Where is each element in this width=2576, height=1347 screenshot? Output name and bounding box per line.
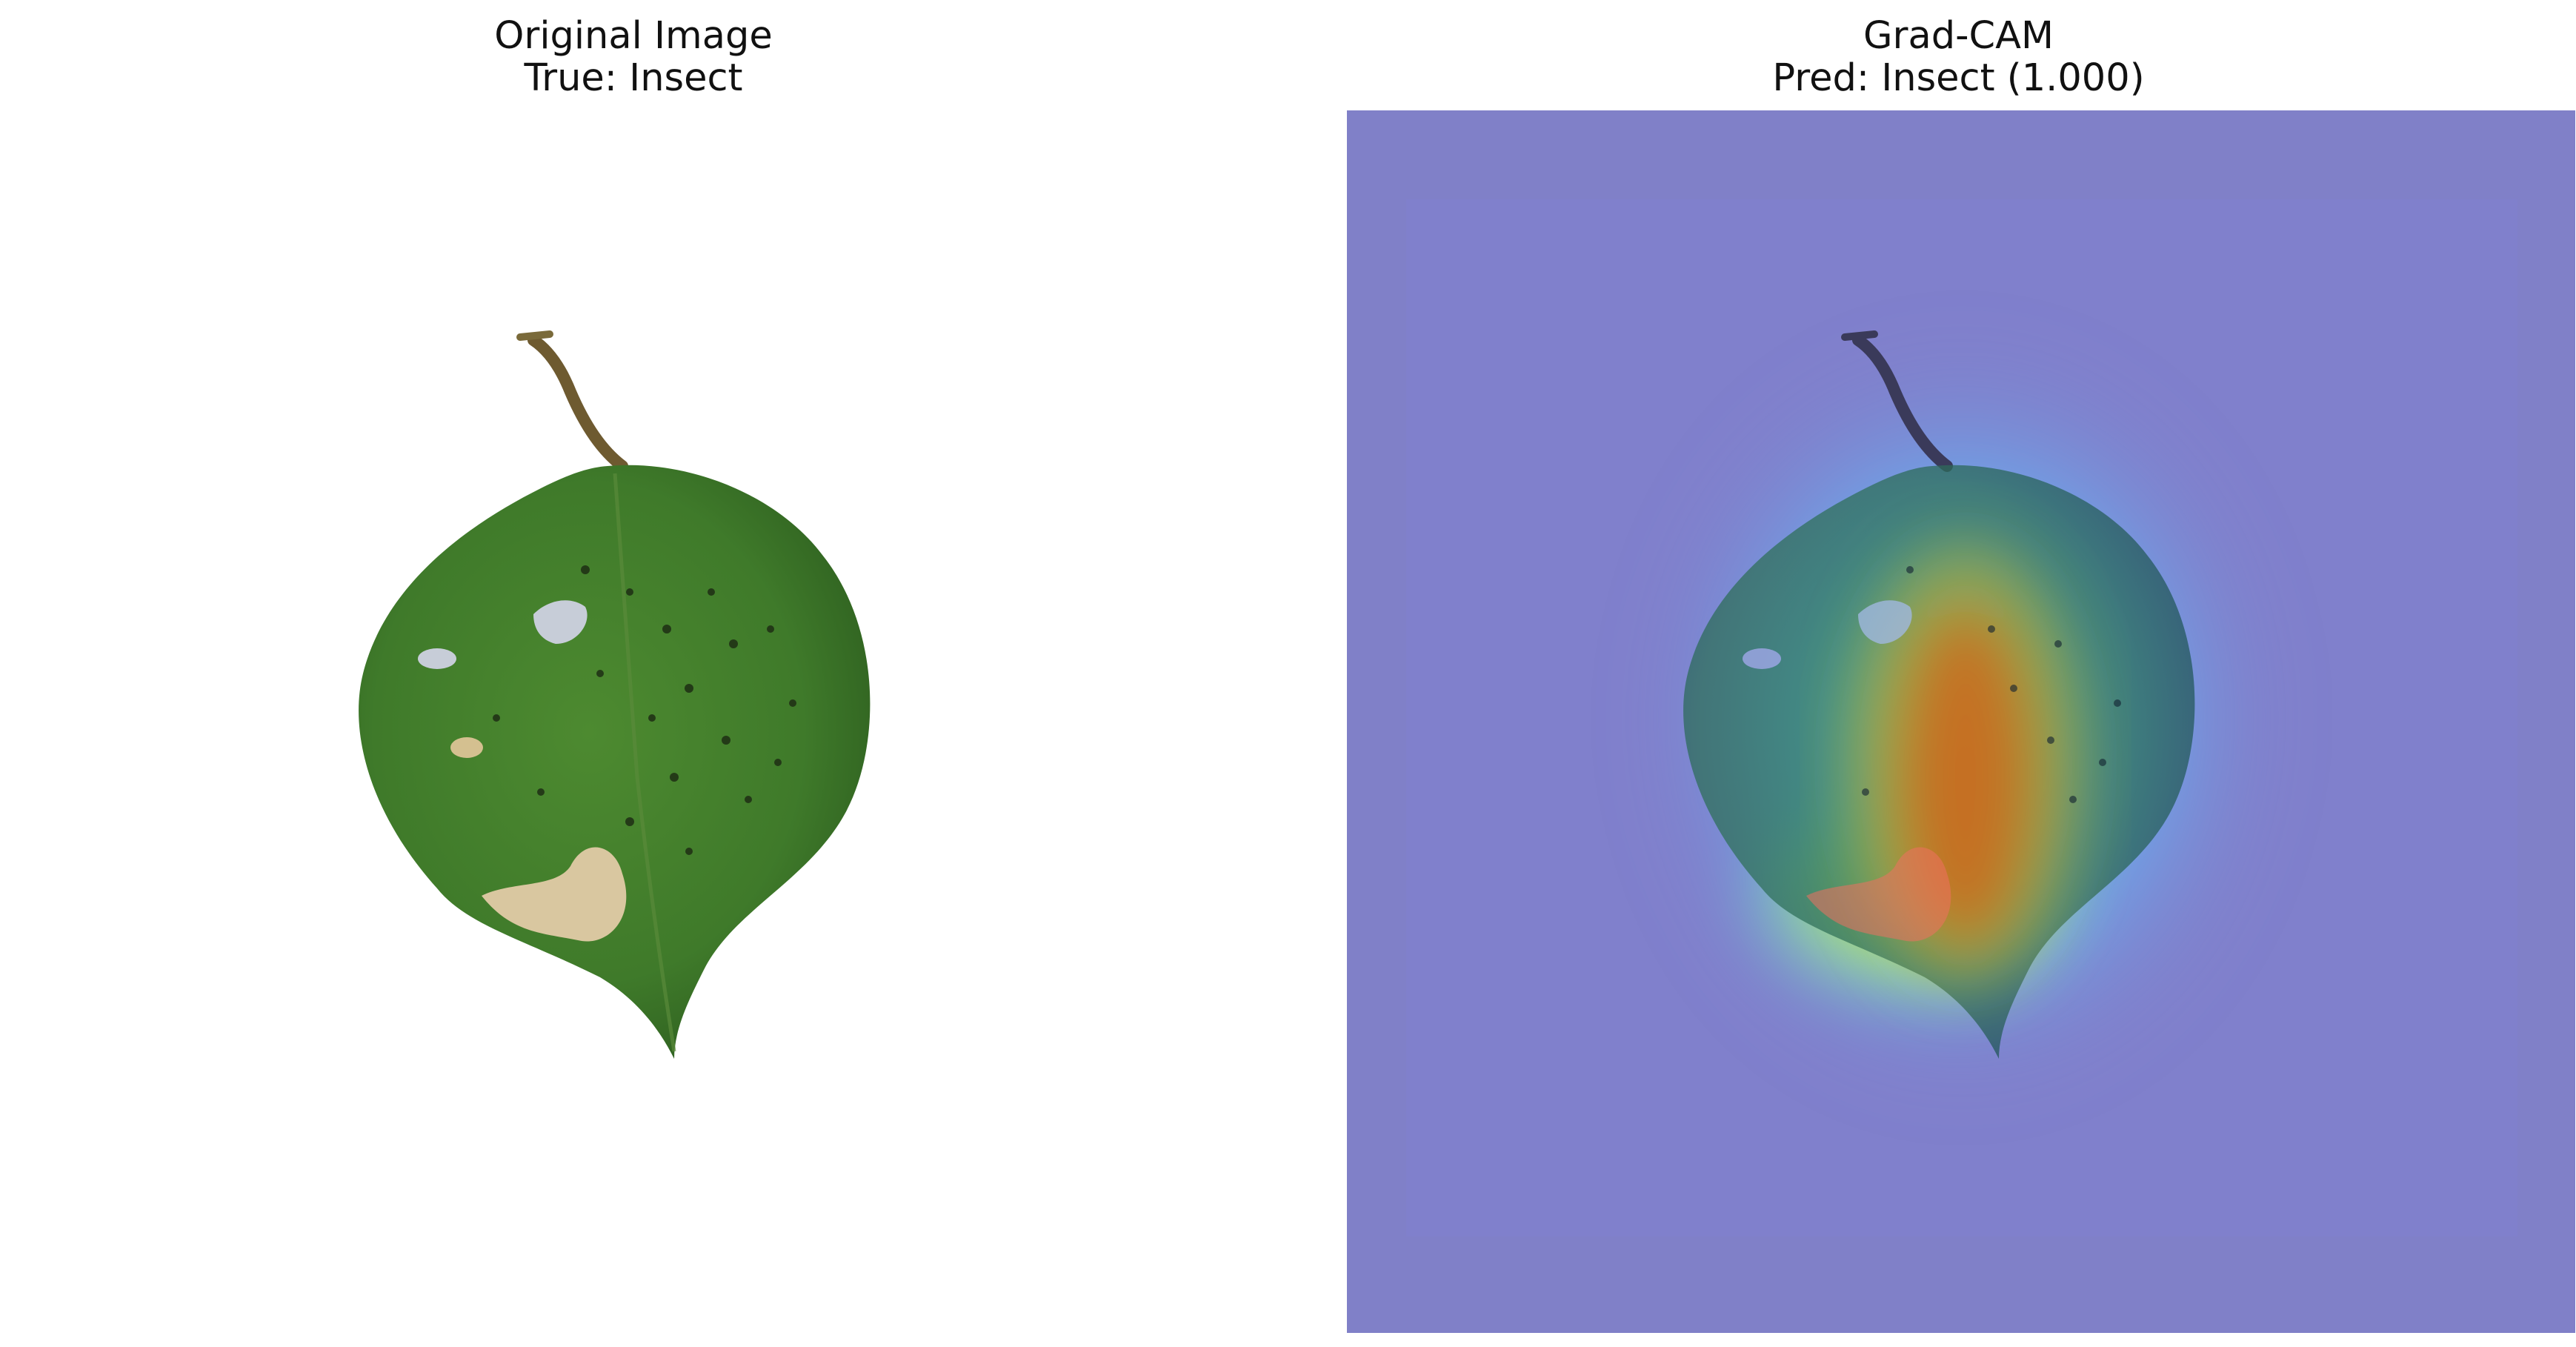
gradcam-overlay-image: [1347, 110, 2575, 1333]
original-leaf-image: [22, 110, 1251, 1333]
leaf-stem: [527, 334, 628, 472]
prediction-label: Pred: Insect (1.000): [1772, 56, 2145, 100]
true-label: True: Insect: [524, 56, 743, 100]
gradcam-panel: Grad-CAM Pred: Insect (1.000): [1341, 0, 2576, 1347]
lesion: [482, 847, 627, 942]
leaf-photo-graphic: [22, 110, 1251, 1333]
leaf-body: [359, 465, 871, 1059]
original-image-panel: Original Image True: Insect: [0, 0, 1267, 1347]
original-image-title: Original Image: [494, 14, 773, 58]
gradcam-heatmap-graphic: [1347, 110, 2575, 1333]
gradcam-title: Grad-CAM: [1863, 14, 2054, 58]
